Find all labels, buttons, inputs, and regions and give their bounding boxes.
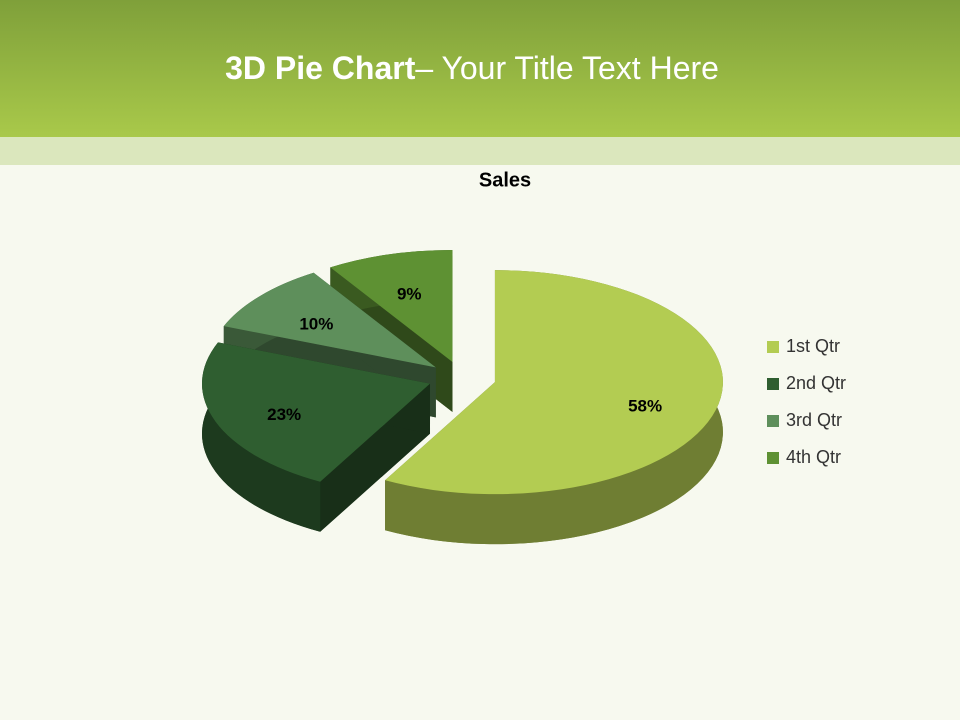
chart-title: Sales: [479, 169, 531, 191]
slice-group: [202, 342, 431, 532]
header-strip: [0, 137, 960, 165]
data-label: 9%: [397, 284, 422, 303]
slice-rim: [202, 342, 321, 532]
pie: 58% 23% 10% 9%: [202, 249, 723, 545]
slice: [202, 342, 431, 482]
title-rest: – Your Title Text Here: [415, 50, 719, 86]
title-bold: 3D Pie Chart: [225, 50, 416, 86]
legend: 1st Qtr 2nd Qtr 3rd Qtr 4th Qtr: [767, 336, 846, 467]
legend-swatch: [767, 452, 779, 464]
slice: [330, 249, 453, 362]
slide-title: 3D Pie Chart– Your Title Text Here: [225, 50, 719, 86]
slice: [223, 272, 436, 368]
slice: [385, 270, 723, 495]
legend-swatch: [767, 341, 779, 353]
data-label: 23%: [267, 405, 301, 424]
legend-label: 2nd Qtr: [786, 373, 846, 393]
legend-label: 1st Qtr: [786, 336, 840, 356]
legend-swatch: [767, 415, 779, 427]
data-label: 10%: [299, 314, 333, 333]
header-band: [0, 0, 960, 137]
legend-label: 3rd Qtr: [786, 410, 842, 430]
data-label: 58%: [628, 397, 662, 416]
slice-group: [385, 270, 723, 545]
legend-swatch: [767, 378, 779, 390]
legend-label: 4th Qtr: [786, 447, 841, 467]
